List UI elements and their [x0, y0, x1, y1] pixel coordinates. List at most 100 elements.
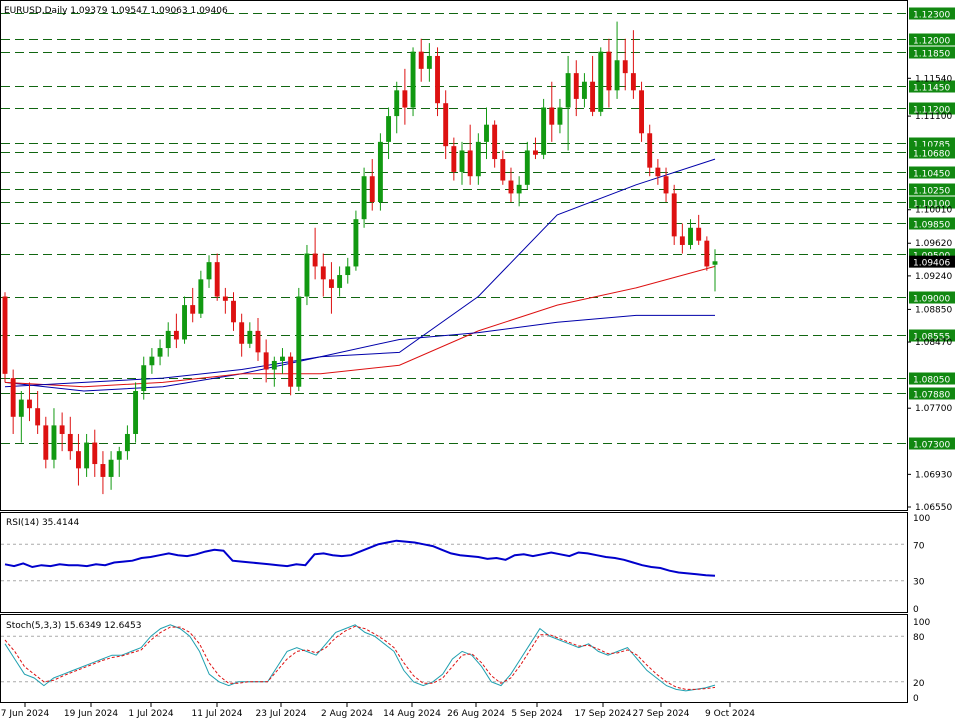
candle[interactable]	[149, 348, 155, 374]
candle[interactable]	[435, 47, 440, 117]
candle[interactable]	[524, 141, 530, 190]
candle[interactable]	[280, 348, 285, 374]
candle[interactable]	[222, 287, 228, 314]
candle[interactable]	[231, 292, 236, 331]
candle[interactable]	[614, 21, 620, 99]
candle[interactable]	[84, 433, 90, 477]
candle[interactable]	[704, 236, 710, 271]
candle[interactable]	[386, 107, 392, 160]
candle[interactable]	[337, 266, 343, 297]
main-panel[interactable]	[0, 0, 908, 511]
x-tick-label: 5 Sep 2024	[511, 709, 563, 719]
candle[interactable]	[467, 124, 473, 185]
candle[interactable]	[622, 38, 628, 91]
candle-body	[67, 433, 73, 452]
candle[interactable]	[549, 81, 555, 142]
candle[interactable]	[565, 55, 571, 151]
candle[interactable]	[516, 176, 522, 207]
candle[interactable]	[671, 184, 677, 245]
candle[interactable]	[394, 81, 400, 134]
candle[interactable]	[182, 296, 187, 344]
candle[interactable]	[581, 73, 587, 108]
stoch-panel[interactable]	[0, 614, 908, 703]
candle[interactable]	[345, 257, 351, 284]
candle[interactable]	[116, 446, 122, 477]
candle[interactable]	[377, 133, 383, 211]
candle[interactable]	[92, 429, 98, 477]
candle[interactable]	[443, 90, 449, 160]
price-tick-label: 1.06550	[915, 503, 952, 513]
candle[interactable]	[508, 167, 514, 203]
candle[interactable]	[492, 120, 498, 168]
candle[interactable]	[59, 412, 65, 452]
candle[interactable]	[157, 339, 163, 366]
rsi-panel[interactable]	[0, 512, 908, 613]
candle[interactable]	[647, 124, 653, 177]
candle[interactable]	[43, 416, 49, 469]
candle[interactable]	[214, 253, 220, 301]
candle[interactable]	[663, 167, 669, 203]
candle[interactable]	[459, 141, 465, 185]
candle[interactable]	[263, 339, 269, 383]
candle[interactable]	[328, 262, 334, 314]
candle[interactable]	[239, 313, 245, 357]
candle[interactable]	[133, 382, 139, 443]
candle-body	[402, 90, 408, 108]
candle[interactable]	[190, 287, 196, 323]
candle[interactable]	[320, 253, 326, 297]
candle-body	[533, 150, 538, 155]
candle[interactable]	[141, 356, 147, 400]
candle[interactable]	[206, 255, 212, 288]
candle[interactable]	[35, 391, 41, 434]
candle[interactable]	[590, 55, 596, 117]
candle[interactable]	[18, 391, 24, 443]
candle[interactable]	[573, 60, 579, 117]
candle[interactable]	[369, 159, 375, 211]
candle[interactable]	[10, 369, 16, 434]
candle[interactable]	[271, 356, 277, 387]
candle[interactable]	[67, 416, 73, 460]
candle[interactable]	[27, 382, 32, 422]
candle[interactable]	[361, 167, 367, 228]
candle[interactable]	[410, 47, 416, 117]
candle[interactable]	[426, 43, 432, 82]
candle[interactable]	[247, 322, 253, 349]
candle[interactable]	[304, 244, 310, 306]
candle[interactable]	[655, 159, 661, 185]
candle[interactable]	[255, 317, 261, 361]
candle[interactable]	[2, 292, 8, 383]
candle[interactable]	[630, 30, 636, 99]
candle[interactable]	[418, 38, 424, 82]
candle[interactable]	[688, 219, 693, 250]
candle[interactable]	[108, 451, 114, 490]
candle[interactable]	[500, 150, 506, 185]
candle[interactable]	[679, 223, 685, 254]
candle[interactable]	[541, 98, 547, 160]
candle[interactable]	[353, 210, 359, 271]
candle[interactable]	[76, 433, 81, 486]
candle[interactable]	[51, 408, 57, 469]
candle[interactable]	[198, 270, 204, 318]
candle-body	[573, 73, 579, 99]
candle[interactable]	[712, 249, 718, 292]
candle[interactable]	[165, 322, 171, 357]
candle[interactable]	[557, 98, 563, 134]
candle[interactable]	[296, 287, 302, 392]
candle[interactable]	[402, 68, 408, 125]
candle[interactable]	[124, 425, 130, 460]
candle[interactable]	[533, 137, 538, 160]
candle[interactable]	[484, 107, 489, 160]
candle[interactable]	[598, 47, 604, 117]
candle[interactable]	[696, 214, 702, 245]
candle[interactable]	[639, 81, 644, 142]
candle[interactable]	[100, 451, 106, 495]
candle[interactable]	[173, 313, 179, 349]
candle[interactable]	[606, 38, 612, 108]
candle[interactable]	[312, 227, 318, 280]
candle[interactable]	[475, 133, 481, 185]
current-price-label: 1.09406	[913, 259, 950, 269]
candle[interactable]	[288, 352, 294, 396]
candle[interactable]	[451, 137, 457, 181]
current-price-tag	[909, 255, 955, 268]
